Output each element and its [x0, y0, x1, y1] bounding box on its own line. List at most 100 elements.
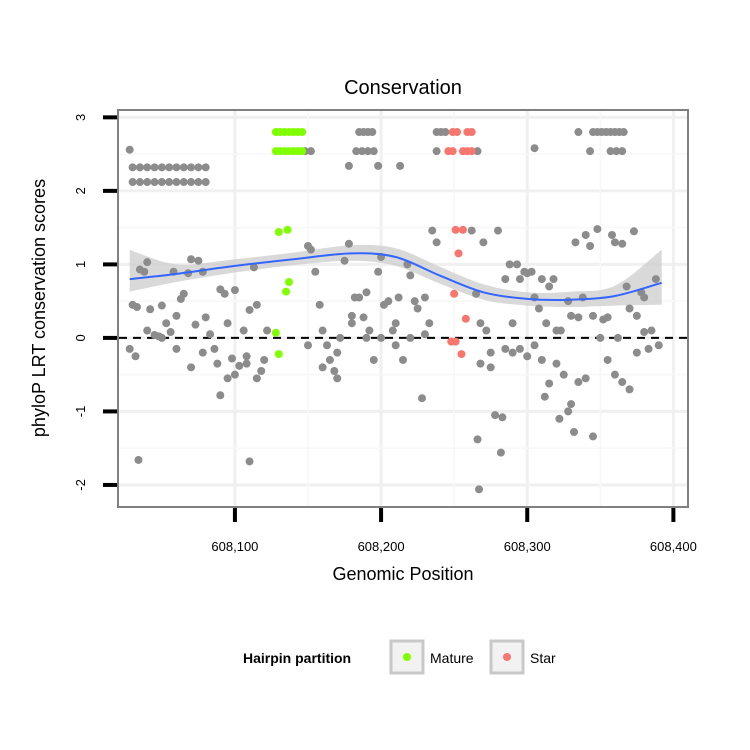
point-mature-15: [283, 225, 292, 234]
y-tick-label-0: -2: [73, 479, 88, 491]
point-other-147: [362, 333, 371, 342]
y-tick-label-3: 1: [73, 261, 88, 268]
point-other-224: [589, 432, 597, 441]
point-other-140: [425, 319, 434, 328]
point-other-150: [406, 333, 415, 342]
point-other-59: [143, 258, 152, 267]
point-other-131: [391, 341, 400, 350]
point-other-171: [537, 275, 546, 284]
point-other-53: [612, 147, 621, 156]
point-other-114: [330, 366, 339, 375]
point-other-204: [589, 311, 597, 320]
point-other-110: [315, 300, 324, 309]
point-other-122: [359, 313, 368, 322]
point-other-88: [252, 300, 261, 309]
point-other-21: [194, 178, 203, 187]
point-other-210: [610, 238, 619, 247]
point-other-116: [336, 333, 345, 342]
point-other-139: [420, 293, 429, 302]
point-other-0: [125, 145, 134, 154]
point-other-218: [640, 293, 649, 302]
point-other-91: [263, 326, 272, 335]
point-other-146: [347, 311, 356, 320]
point-other-47: [363, 147, 372, 156]
point-mature-16: [285, 278, 293, 287]
point-other-157: [486, 348, 495, 357]
point-star-3: [467, 128, 476, 137]
legend-key-mature: [389, 639, 425, 675]
x-axis-label: Genomic Position: [332, 564, 473, 584]
point-other-126: [374, 267, 383, 276]
point-other-44: [306, 147, 315, 156]
point-other-197: [564, 297, 573, 306]
point-other-67: [172, 311, 181, 320]
point-other-112: [323, 341, 331, 350]
point-other-87: [249, 263, 258, 272]
point-other-161: [501, 275, 510, 284]
point-other-143: [304, 341, 312, 350]
point-other-222: [654, 341, 663, 350]
point-other-4: [150, 163, 159, 172]
point-other-45: [352, 147, 361, 156]
point-other-10: [194, 163, 203, 172]
legend-swatch-star: [503, 653, 511, 661]
point-other-220: [647, 326, 656, 335]
legend-title: Hairpin partition: [243, 650, 351, 666]
point-other-5: [157, 163, 166, 172]
point-other-192: [564, 407, 573, 416]
point-other-194: [570, 428, 578, 437]
point-other-177: [473, 435, 482, 444]
point-other-205: [593, 225, 602, 234]
point-other-58: [140, 267, 149, 276]
point-other-25: [396, 161, 405, 170]
y-axis: -2 -1 0 1 2 3: [73, 114, 117, 491]
point-other-202: [581, 230, 590, 239]
point-other-103: [252, 374, 261, 383]
point-other-155: [479, 238, 488, 247]
point-other-223: [581, 374, 590, 383]
point-other-215: [629, 227, 638, 236]
point-other-30: [368, 128, 377, 137]
point-other-211: [613, 333, 622, 342]
point-other-133: [399, 355, 407, 364]
point-other-46: [358, 147, 367, 156]
legend-label-mature: Mature: [430, 650, 474, 666]
point-other-13: [135, 178, 144, 187]
y-tick-label-2: 0: [73, 334, 88, 341]
point-other-168: [527, 267, 536, 276]
point-star-11: [454, 249, 463, 258]
point-other-77: [210, 344, 219, 353]
point-other-100: [223, 374, 232, 383]
confidence-band-area: [129, 244, 662, 307]
point-other-132: [394, 293, 403, 302]
point-other-160: [498, 413, 507, 422]
point-other-213: [622, 282, 631, 291]
point-other-85: [242, 352, 251, 361]
point-other-26: [530, 144, 539, 153]
point-other-156: [482, 326, 491, 335]
point-other-162: [505, 260, 514, 269]
point-other-117: [340, 256, 349, 265]
point-other-119: [347, 319, 356, 328]
point-other-136: [410, 297, 419, 306]
point-other-51: [586, 147, 595, 156]
point-other-203: [586, 242, 595, 251]
point-other-48: [369, 147, 378, 156]
point-other-73: [194, 256, 203, 265]
point-other-109: [311, 267, 320, 276]
point-other-96: [172, 344, 181, 353]
point-other-165: [515, 275, 524, 284]
point-other-144: [318, 363, 327, 372]
point-other-208: [603, 313, 612, 322]
point-other-98: [198, 348, 207, 357]
point-mature-13: [298, 147, 307, 156]
point-other-138: [418, 394, 426, 403]
point-other-24: [374, 161, 383, 170]
point-other-186: [537, 355, 546, 364]
point-other-93: [131, 352, 140, 361]
point-other-71: [187, 255, 196, 264]
point-other-8: [179, 163, 188, 172]
point-other-90: [260, 355, 269, 364]
point-other-3: [143, 163, 152, 172]
point-other-195: [574, 378, 583, 387]
